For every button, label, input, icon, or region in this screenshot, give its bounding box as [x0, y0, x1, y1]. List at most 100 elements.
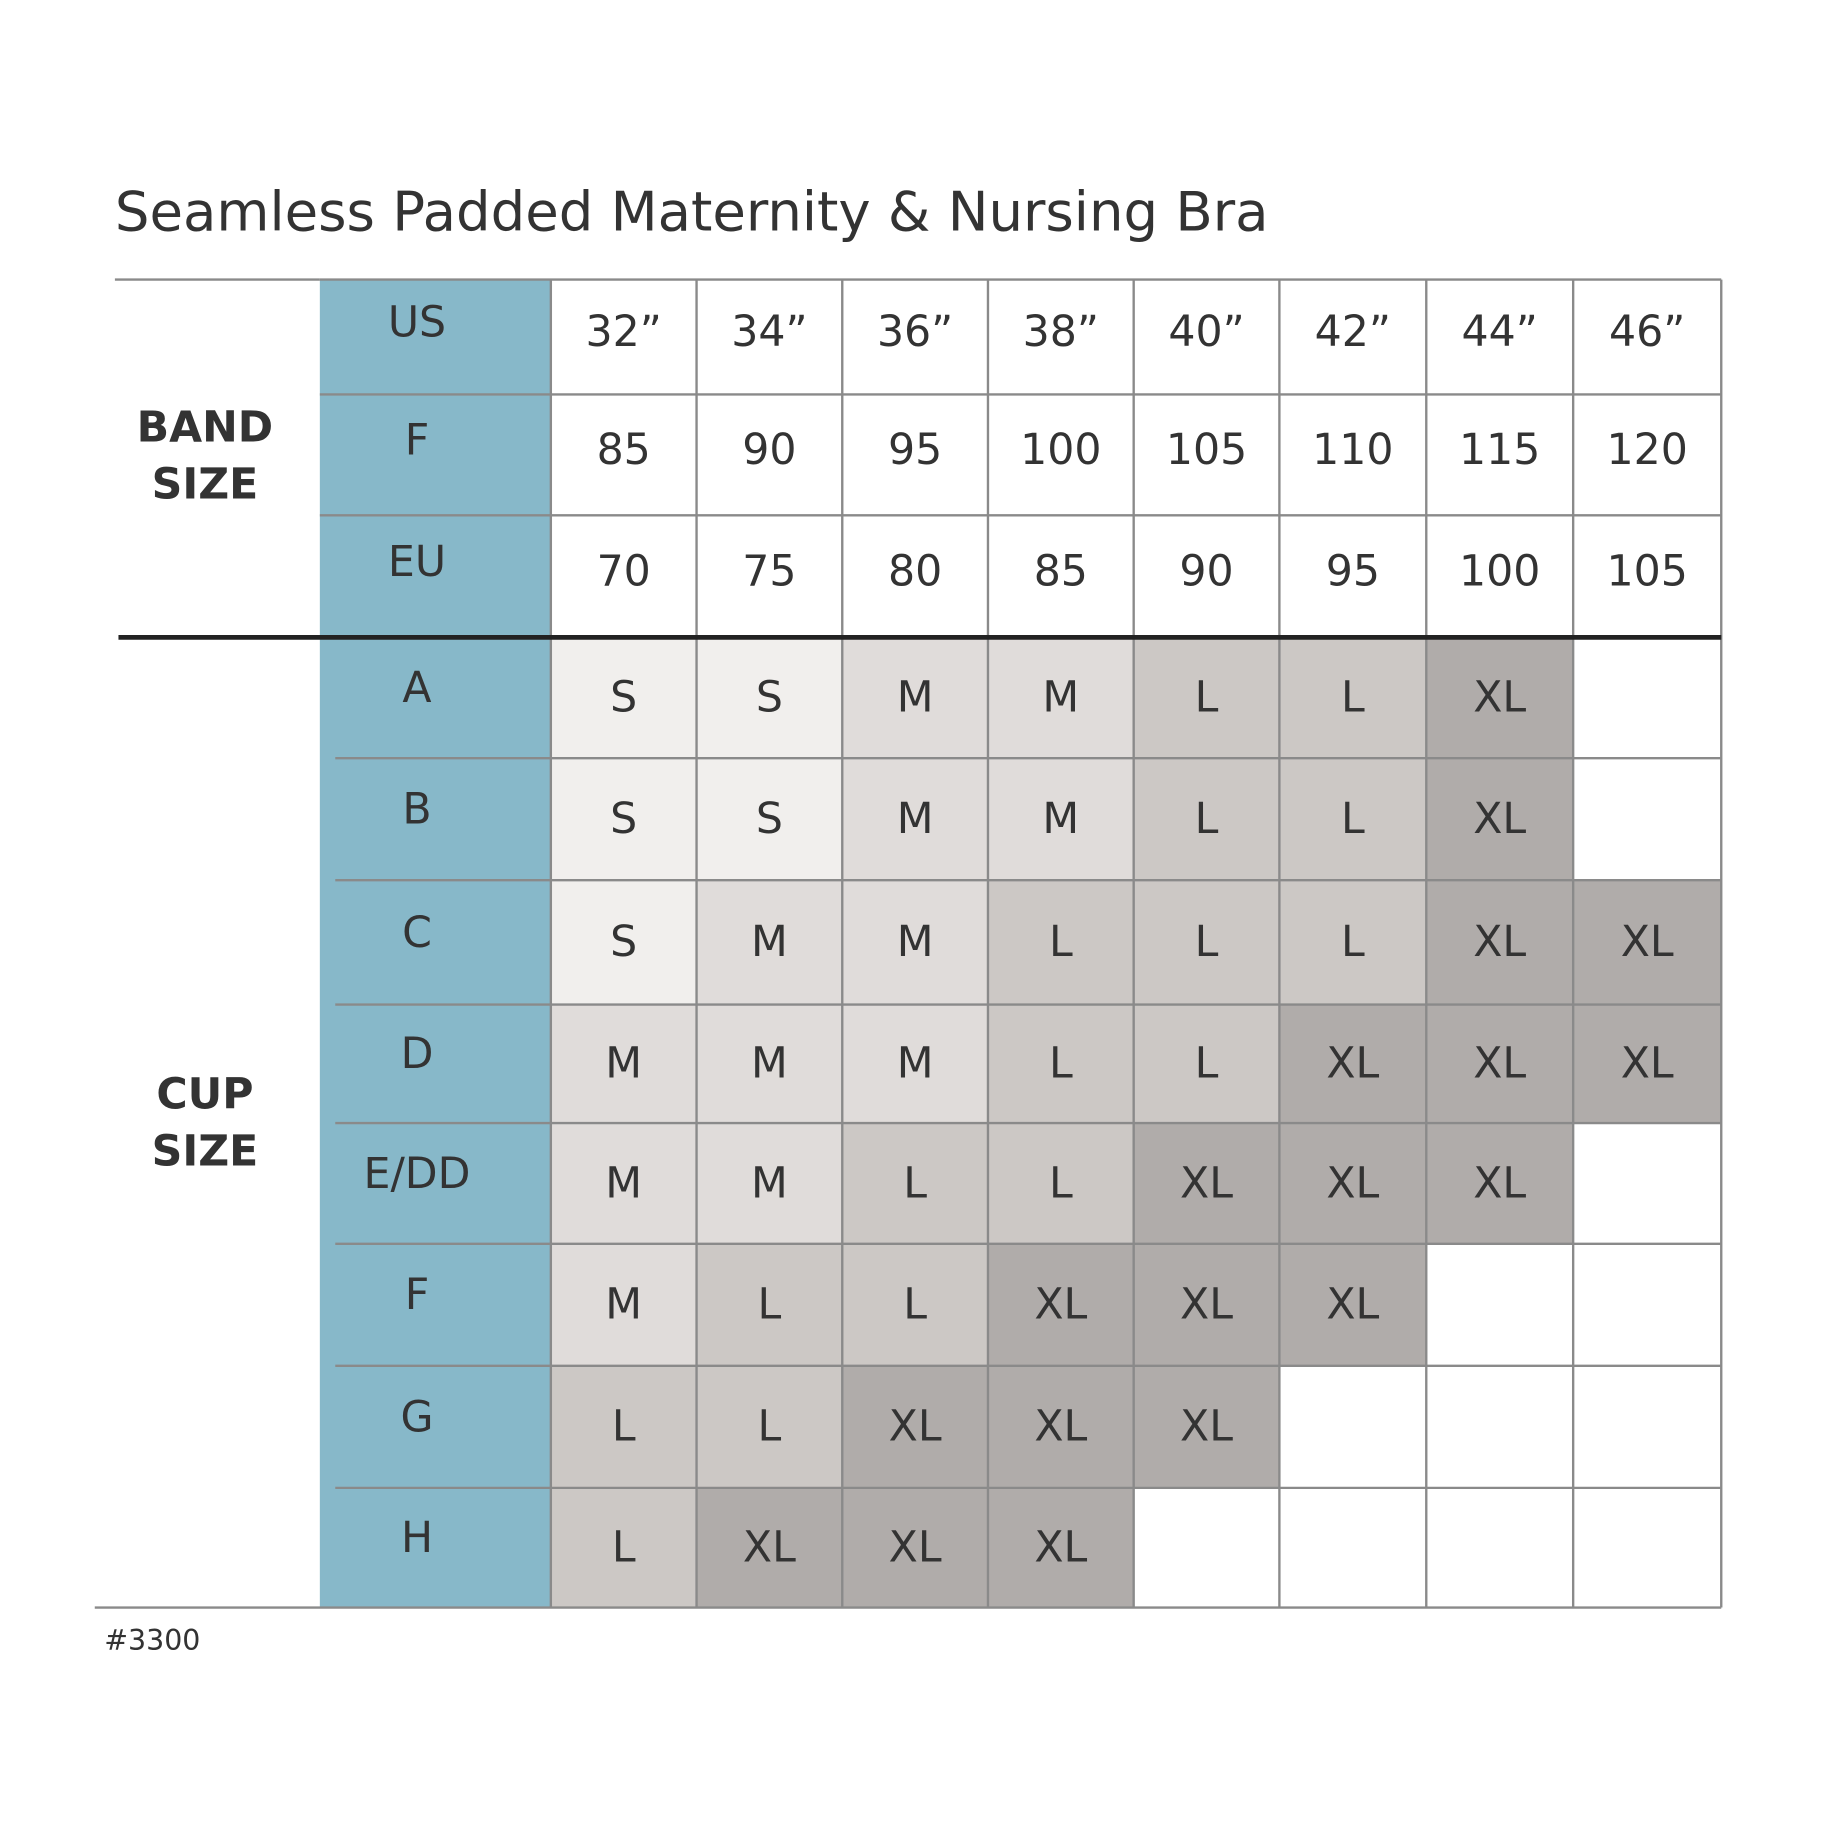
- size-label: L: [758, 1402, 782, 1452]
- size-label: L: [903, 1280, 927, 1330]
- size-cell: [842, 1004, 988, 1124]
- row-label: E/DD: [364, 1149, 471, 1199]
- size-label: M: [897, 917, 934, 967]
- size-label: XL: [1180, 1158, 1233, 1208]
- size-cell: [696, 1365, 843, 1488]
- size-cell: [696, 880, 843, 1005]
- size-label: XL: [1034, 1402, 1087, 1452]
- section-label: SIZE: [152, 1126, 259, 1176]
- size-cell: [1426, 637, 1574, 759]
- section-label: CUP: [156, 1069, 253, 1119]
- size-cell: [987, 880, 1134, 1005]
- band-value: 100: [1459, 546, 1540, 596]
- size-cell: [1279, 758, 1427, 881]
- row-label: A: [402, 663, 431, 713]
- size-label: XL: [889, 1402, 942, 1452]
- size-label: M: [1042, 673, 1079, 723]
- size-cell: [842, 637, 988, 759]
- title: Seamless Padded Maternity & Nursing Bra: [115, 180, 1269, 244]
- size-label: S: [756, 794, 783, 844]
- band-value: 120: [1607, 425, 1688, 475]
- size-label: L: [903, 1158, 927, 1208]
- size-label: S: [610, 794, 637, 844]
- band-value: 90: [1179, 546, 1233, 596]
- size-cell: [1133, 1365, 1280, 1488]
- size-label: M: [897, 673, 934, 723]
- size-label: L: [1341, 917, 1365, 967]
- band-value: 105: [1607, 546, 1688, 596]
- size-cell: [1279, 637, 1427, 759]
- size-cell: [987, 758, 1134, 881]
- size-label: S: [756, 673, 783, 723]
- size-label: XL: [1326, 1158, 1379, 1208]
- size-cell: [550, 637, 697, 759]
- size-label: XL: [1473, 673, 1526, 723]
- label-column: [319, 279, 551, 1608]
- size-cell: [1133, 758, 1280, 881]
- band-value: 105: [1166, 425, 1247, 475]
- band-value: 46”: [1609, 307, 1685, 357]
- size-cell: [1426, 758, 1574, 881]
- size-cell: [1133, 1123, 1280, 1244]
- band-value: 42”: [1315, 307, 1391, 357]
- size-label: L: [1341, 673, 1365, 723]
- size-label: XL: [1180, 1402, 1233, 1452]
- size-cell: [696, 1123, 843, 1244]
- size-cell: [696, 758, 843, 881]
- size-cell: [1573, 880, 1722, 1005]
- size-label: M: [751, 1039, 788, 1089]
- size-cell: [1573, 1004, 1722, 1124]
- row-label: B: [402, 785, 431, 835]
- band-value: 95: [888, 425, 942, 475]
- size-label: XL: [1473, 917, 1526, 967]
- row-label: G: [400, 1392, 433, 1442]
- size-cell: [550, 1365, 697, 1488]
- band-value: 34”: [731, 307, 807, 357]
- size-cell: [1426, 1004, 1574, 1124]
- size-cell: [550, 1243, 697, 1366]
- size-cell: [1133, 1004, 1280, 1124]
- size-label: XL: [1034, 1523, 1087, 1573]
- size-cell: [1279, 880, 1427, 1005]
- size-cell: [550, 1004, 697, 1124]
- size-cell: [550, 1487, 697, 1608]
- size-label: S: [610, 917, 637, 967]
- size-label: XL: [1621, 917, 1674, 967]
- size-label: L: [1049, 1158, 1073, 1208]
- size-label: XL: [1034, 1280, 1087, 1330]
- row-label: F: [405, 1270, 430, 1320]
- band-value: 70: [597, 546, 651, 596]
- size-cell: [1279, 1243, 1427, 1366]
- footer-code: #3300: [104, 1624, 200, 1657]
- size-label: L: [1195, 673, 1219, 723]
- size-cell: [987, 1123, 1134, 1244]
- size-cell: [550, 1123, 697, 1244]
- size-cell: [842, 1487, 988, 1608]
- section-label: SIZE: [152, 459, 259, 509]
- row-label: C: [402, 908, 432, 958]
- size-cell: [696, 1243, 843, 1366]
- size-label: XL: [1326, 1280, 1379, 1330]
- size-label: M: [897, 1039, 934, 1089]
- size-label: L: [612, 1523, 636, 1573]
- row-label: EU: [388, 537, 446, 587]
- band-value: 85: [597, 425, 651, 475]
- size-label: XL: [889, 1523, 942, 1573]
- size-label: XL: [1326, 1039, 1379, 1089]
- band-value: 38”: [1023, 307, 1099, 357]
- band-value: 44”: [1462, 307, 1538, 357]
- size-label: XL: [1473, 1039, 1526, 1089]
- size-cell: [1279, 1123, 1427, 1244]
- band-value: 75: [742, 546, 796, 596]
- size-label: S: [610, 673, 637, 723]
- band-value: 90: [742, 425, 796, 475]
- band-value: 100: [1020, 425, 1101, 475]
- size-cell: [1133, 1243, 1280, 1366]
- size-label: M: [751, 1158, 788, 1208]
- size-label: M: [605, 1039, 642, 1089]
- size-cell: [696, 637, 843, 759]
- size-label: L: [1049, 917, 1073, 967]
- band-value: 36”: [877, 307, 953, 357]
- band-value: 32”: [586, 307, 662, 357]
